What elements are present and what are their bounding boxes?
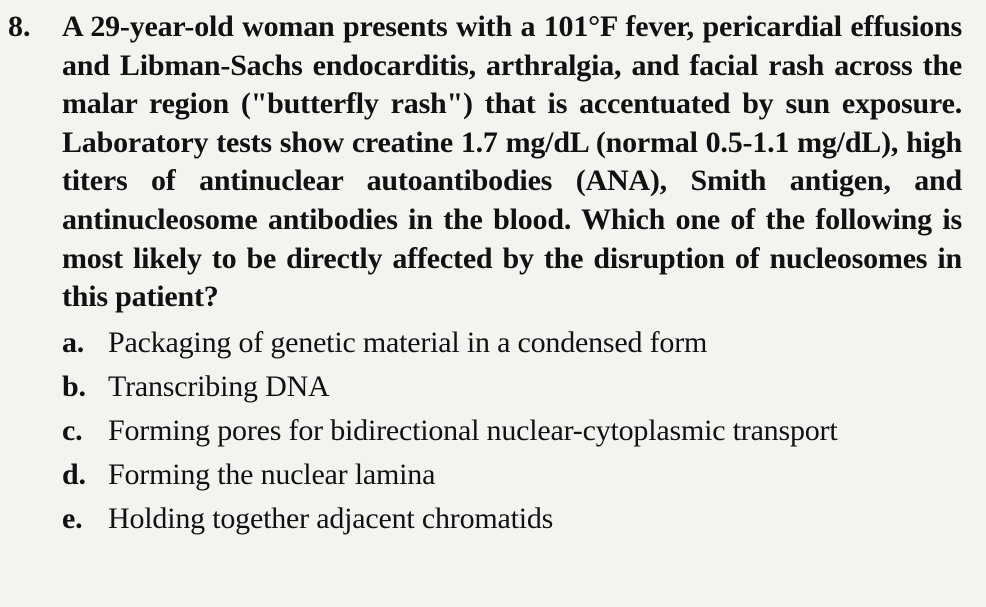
option-d[interactable]: d. Forming the nuclear lamina bbox=[62, 453, 962, 497]
option-b[interactable]: b. Transcribing DNA bbox=[62, 365, 962, 409]
option-c[interactable]: c. Forming pores for bidirectional nucle… bbox=[62, 409, 962, 453]
question-stem: A 29-year-old woman presents with a 101°… bbox=[62, 10, 962, 314]
option-letter: e. bbox=[62, 501, 83, 535]
option-text: Transcribing DNA bbox=[108, 369, 330, 403]
option-letter: b. bbox=[62, 369, 86, 403]
option-text: Packaging of genetic material in a conde… bbox=[108, 325, 708, 359]
question-number: 8. bbox=[8, 10, 31, 43]
option-letter: c. bbox=[62, 413, 83, 447]
option-a[interactable]: a. Packaging of genetic material in a co… bbox=[62, 321, 962, 365]
option-text: Holding together adjacent chromatids bbox=[108, 501, 554, 535]
option-text: Forming pores for bidirectional nuclear-… bbox=[108, 413, 838, 447]
option-e[interactable]: e. Holding together adjacent chromatids bbox=[62, 497, 962, 541]
option-text: Forming the nuclear lamina bbox=[108, 457, 436, 491]
question-block: 8. A 29-year-old woman presents with a 1… bbox=[0, 8, 962, 541]
option-letter: d. bbox=[62, 457, 86, 491]
option-letter: a. bbox=[62, 325, 85, 359]
answer-options: a. Packaging of genetic material in a co… bbox=[62, 321, 962, 541]
